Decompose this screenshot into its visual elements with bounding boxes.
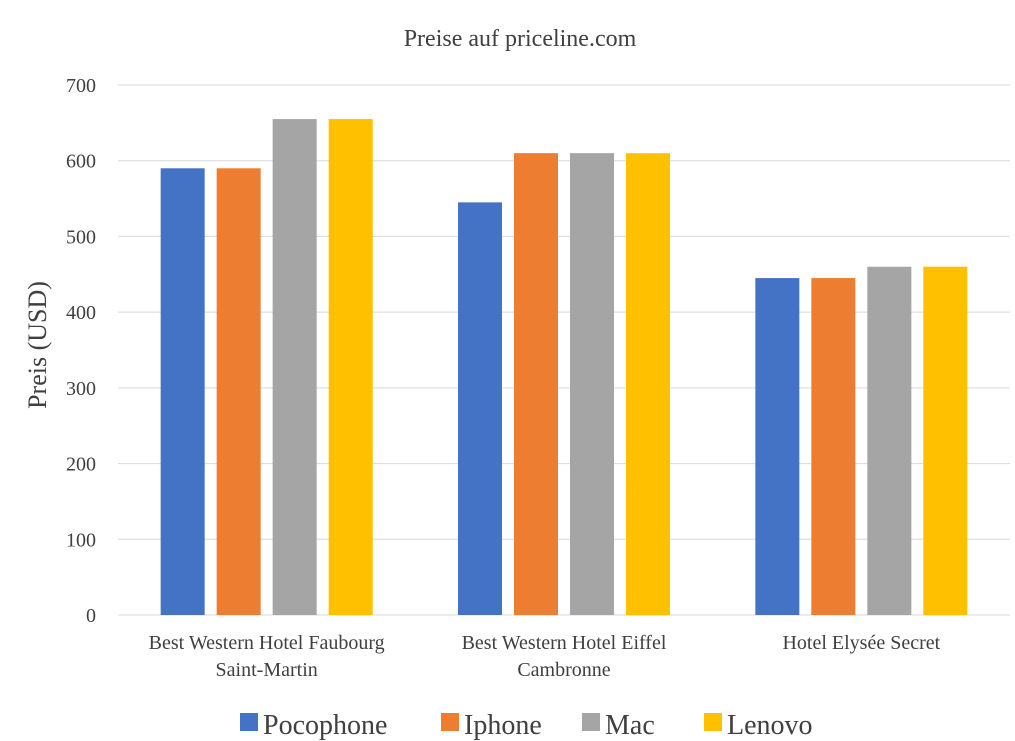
y-axis-label: Preis (USD): [23, 281, 52, 409]
legend-swatch-iphone: [441, 713, 459, 731]
bar-iphone-2: [514, 153, 558, 615]
y-tick-label: 600: [66, 151, 96, 173]
chart-title: Preise auf priceline.com: [404, 26, 637, 52]
y-tick-label: 400: [66, 302, 96, 324]
x-category-label-line: Saint-Martin: [216, 659, 318, 681]
y-tick-label: 200: [66, 454, 96, 476]
x-category-label: Best Western Hotel Faubourg Saint-Martin: [149, 632, 385, 681]
y-tick-label: 300: [66, 378, 96, 400]
legend-swatch-mac: [582, 713, 600, 731]
y-axis-ticks: 0 100 200 300 400 500 600 700: [66, 75, 96, 627]
legend: Pocophone Iphone Mac Lenovo: [240, 710, 813, 741]
legend-label-pocophone: Pocophone: [263, 710, 387, 741]
bar-iphone-1: [216, 168, 261, 616]
gridlines: [118, 84, 1010, 616]
bar-lenovo-1: [328, 119, 373, 616]
x-category-label: Hotel Elysée Secret: [782, 632, 940, 654]
bar-lenovo-3: [923, 266, 968, 615]
legend-swatch-lenovo: [704, 713, 722, 731]
y-tick-label: 100: [66, 529, 96, 551]
legend-label-mac: Mac: [605, 710, 655, 741]
legend-swatch-pocophone: [240, 713, 258, 731]
y-tick-label: 700: [66, 75, 96, 97]
y-tick-label: 500: [66, 226, 96, 248]
x-category-label: Best Western Hotel Eiffel Cambronne: [462, 632, 667, 681]
x-axis-categories: Best Western Hotel Faubourg Saint-MartinB…: [149, 632, 941, 681]
bar-pocophone-1: [160, 168, 205, 616]
legend-label-lenovo: Lenovo: [727, 710, 813, 741]
bar-mac-2: [570, 153, 614, 615]
y-tick-label: 0: [86, 605, 96, 627]
x-category-label-line: Cambronne: [517, 659, 610, 681]
x-category-label-line: Hotel Elysée Secret: [782, 632, 940, 654]
bar-lenovo-2: [626, 153, 670, 615]
legend-label-iphone: Iphone: [464, 710, 542, 741]
bar-iphone-3: [811, 278, 856, 615]
bar-mac-3: [867, 266, 912, 615]
bar-mac-1: [272, 119, 317, 616]
bar-pocophone-2: [458, 202, 502, 615]
bars: [160, 119, 968, 616]
x-category-label-line: Best Western Hotel Eiffel: [462, 632, 667, 654]
bar-pocophone-3: [755, 278, 800, 615]
x-category-label-line: Best Western Hotel Faubourg: [149, 632, 385, 654]
